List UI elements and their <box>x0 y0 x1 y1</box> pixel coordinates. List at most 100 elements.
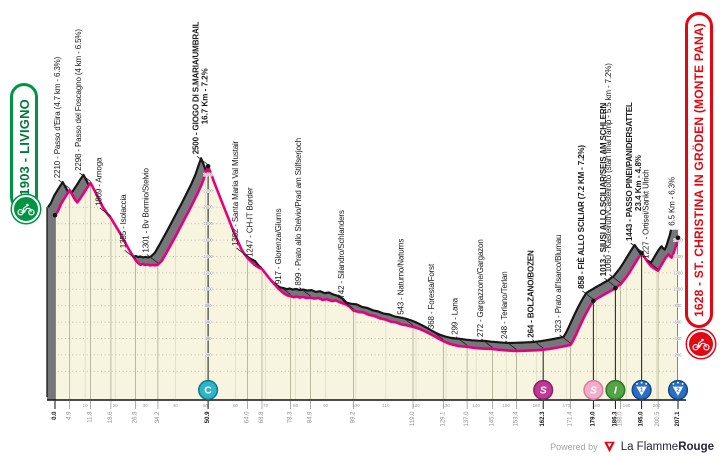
label-connector <box>250 258 263 268</box>
x-axis-tick-label: 180 <box>593 403 601 408</box>
intergiro-marker-icon <box>605 379 626 401</box>
x-axis-tick-label: 50 <box>203 403 209 408</box>
powered-by-footer: Powered by La FlammeRouge <box>550 441 714 453</box>
waypoint-label: 1355 - Isolaccia <box>119 194 128 248</box>
marker-glyph: C <box>204 385 212 397</box>
elevation-scale-label: 200 <box>205 352 213 357</box>
x-axis-tick-label: 30 <box>143 403 149 408</box>
label-connector <box>279 285 291 295</box>
elevation-scale-label: 600 <box>675 320 683 325</box>
label-connector <box>236 247 248 257</box>
finish-cyclist-circle <box>687 330 715 358</box>
marker-glyph: 2 <box>676 388 679 394</box>
powered-by-text: Powered by <box>550 442 598 452</box>
x-axis-tick-label: 140 <box>472 403 480 408</box>
marker-triangle <box>672 386 684 396</box>
x-axis-tick-label: 160 <box>532 403 540 408</box>
elevation-scale-label: 1200 <box>203 270 213 275</box>
x-axis-tick-label: 70 <box>263 403 269 408</box>
waypoint-label: 248 - Terlano/Terlan <box>500 271 509 339</box>
elevation-scale-label: 1000 <box>673 287 683 292</box>
waypoint-dot <box>613 285 618 291</box>
marker-dot <box>681 382 684 385</box>
finish-location-badge: 1628 - ST. CHRISTINA IN GRÖDEN (MONTE PA… <box>685 12 719 374</box>
waypoint-label: 2298 - Passo del Foscagno (4 km - 6.5%) <box>74 29 83 171</box>
km-distance-label: 137.0 <box>464 411 470 427</box>
terrain-top-edge <box>47 157 673 345</box>
waypoint-label: 543 - Naturno/Naturns <box>397 239 406 315</box>
km-distance-label: 99.2 <box>350 411 356 423</box>
km-distance-label: 78.3 <box>288 411 294 423</box>
waypoint-label: 1301 - Bv Bormio/Stelvio <box>141 167 150 252</box>
brand-text: La FlammeRouge <box>621 441 714 453</box>
start-location-label: 1903 - LIVIGNO <box>16 98 32 196</box>
waypoint-dot <box>675 235 681 241</box>
label-connector <box>299 287 311 297</box>
km-distance-label: 11.8 <box>88 411 94 423</box>
elevation-scale-label: 2200 <box>203 188 213 193</box>
label-connector <box>99 207 112 217</box>
x-axis-tick-label: 40 <box>173 403 179 408</box>
x-axis-tick-label: 60 <box>233 403 239 408</box>
x-axis-tick-label: 20 <box>113 403 119 408</box>
label-connector <box>196 155 209 166</box>
x-axis-tick-label: 100 <box>352 403 360 408</box>
km-distance-label: 145.4 <box>489 411 495 427</box>
start-dot <box>52 213 58 218</box>
waypoint-label: 1060 - Kastelruth/Castelrotto (start fin… <box>604 63 613 273</box>
x-axis-tick-label: 150 <box>502 403 510 408</box>
x-axis-tick-label: 10 <box>83 403 89 408</box>
brand-bold: Rouge <box>678 441 714 453</box>
km-distance-label: 188.0 <box>618 411 624 427</box>
waypoint-label: 323 - Prato all'Isarco/Blumau <box>554 235 563 333</box>
elevation-scale-label: 2000 <box>203 205 213 210</box>
x-axis-tick-label: 80 <box>293 403 299 408</box>
km-distance-label: 34.2 <box>155 411 161 423</box>
km-distance-label: 50.9 <box>205 411 211 423</box>
km-distance-label: 171.4 <box>568 411 574 427</box>
x-axis-tick-label: 120 <box>412 403 420 408</box>
finish-location-label: 1628 - ST. CHRISTINA IN GRÖDEN (MONTE PA… <box>692 23 706 317</box>
km-distance-label: 186.3 <box>612 411 618 427</box>
sprint2-marker-icon <box>583 379 604 401</box>
x-axis-tick-label: 190 <box>623 403 631 408</box>
km-distance-label: 195.0 <box>639 411 645 427</box>
start-pill: 1903 - LIVIGNO <box>10 83 38 211</box>
elevation-scale-label: 1600 <box>203 238 213 243</box>
km-distance-label: 68.8 <box>259 411 265 423</box>
km-distance-label: 129.1 <box>440 411 446 427</box>
elevation-scale-label: 1200 <box>673 270 683 275</box>
elevation-scale-label: 1800 <box>203 221 213 226</box>
label-connector <box>124 249 136 260</box>
waypoint-dot <box>591 298 596 304</box>
km-distance-label: 64.0 <box>245 411 251 423</box>
waypoint-label: 917 - Glorenza/Glurns <box>274 208 283 284</box>
km-distance-label: 179.0 <box>590 411 596 427</box>
marker-triangle <box>636 386 647 396</box>
brand-regular: La Flamme <box>620 441 679 453</box>
x-axis-tick-label: 170 <box>563 403 571 408</box>
waypoint-label: 264 - BOLZANO/BOZEN <box>527 250 536 338</box>
profile-area <box>55 166 678 400</box>
label-connector <box>455 336 468 346</box>
label-connector <box>531 339 544 349</box>
elevation-scale-label: 800 <box>675 303 683 308</box>
elevation-scale-label: 200 <box>675 352 683 357</box>
marker-dot <box>645 382 648 385</box>
waypoint-label: 858 - FIÈ ALLO SCILIAR (7.2 KM - 7.2%) <box>577 145 586 289</box>
km-distance-label: 162.3 <box>540 411 546 427</box>
waypoint-label: 2500 - GIOGO DI S.MARIA/UMBRAIL <box>192 21 201 154</box>
waypoint-label: 299 - Lana <box>451 297 460 334</box>
waypoint-label: 1869 - Arnoga <box>94 157 103 206</box>
start-cyclist-circle <box>12 195 40 223</box>
km-distance-label: 18.6 <box>108 411 114 423</box>
x-axis-tick-label: 200 <box>653 403 661 408</box>
marker-glyph: S <box>540 385 547 397</box>
marker-glyph: S <box>590 385 597 397</box>
sprint-marker-icon <box>533 379 554 401</box>
label-connector <box>146 254 159 264</box>
cyclist-icon <box>17 203 35 215</box>
waypoint-label: 368 - Foresta/Forst <box>427 263 436 329</box>
